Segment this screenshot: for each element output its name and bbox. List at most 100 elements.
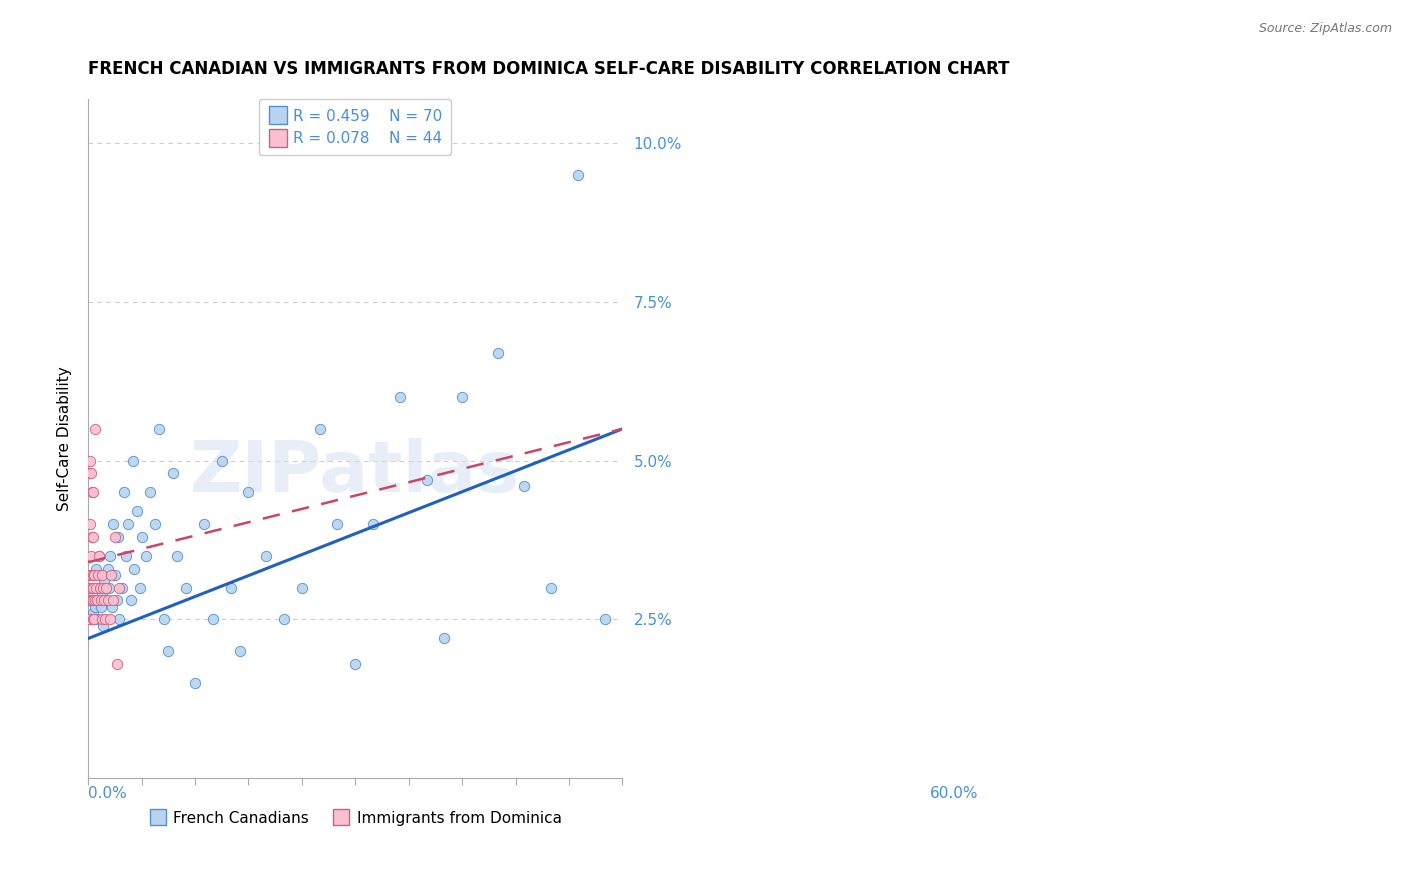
Point: [131, 530, 153, 544]
Point: [80, 581, 103, 595]
Point: [91, 587, 114, 601]
Point: [127, 504, 149, 518]
Point: [86, 612, 108, 626]
Text: 0.0%: 0.0%: [89, 786, 127, 801]
Point: [105, 657, 128, 671]
Point: [80, 568, 103, 582]
Y-axis label: Self-Care Disability: Self-Care Disability: [58, 366, 72, 511]
Point: [101, 599, 124, 614]
Point: [254, 549, 277, 563]
Point: [79, 581, 101, 595]
Point: [83, 612, 105, 626]
Point: [105, 593, 128, 607]
Point: [90, 568, 112, 582]
Point: [238, 485, 260, 500]
Point: [91, 619, 114, 633]
Point: [82, 568, 104, 582]
Text: 60.0%: 60.0%: [929, 786, 979, 801]
Point: [84, 561, 107, 575]
Point: [89, 581, 111, 595]
Point: [157, 644, 180, 658]
Point: [201, 612, 224, 626]
Point: [80, 467, 103, 481]
Point: [148, 422, 170, 436]
Point: [104, 530, 127, 544]
Point: [82, 530, 104, 544]
Point: [77, 568, 100, 582]
Point: [101, 517, 124, 532]
Point: [82, 593, 104, 607]
Point: [84, 593, 107, 607]
Point: [162, 467, 184, 481]
Point: [139, 485, 162, 500]
Point: [87, 568, 110, 582]
Point: [120, 593, 142, 607]
Point: [486, 345, 509, 359]
Point: [388, 390, 411, 404]
Point: [80, 530, 103, 544]
Point: [97, 581, 120, 595]
Point: [128, 581, 150, 595]
Point: [84, 581, 107, 595]
Point: [94, 581, 117, 595]
Point: [79, 517, 101, 532]
Point: [91, 581, 114, 595]
Point: [326, 517, 349, 532]
Point: [83, 581, 105, 595]
Point: [211, 453, 233, 467]
Point: [111, 581, 134, 595]
Point: [98, 612, 121, 626]
Text: FRENCH CANADIAN VS IMMIGRANTS FROM DOMINICA SELF-CARE DISABILITY CORRELATION CHA: FRENCH CANADIAN VS IMMIGRANTS FROM DOMIN…: [89, 60, 1010, 78]
Point: [104, 568, 127, 582]
Point: [193, 517, 215, 532]
Point: [97, 593, 120, 607]
Point: [166, 549, 188, 563]
Point: [124, 561, 146, 575]
Point: [108, 581, 131, 595]
Point: [112, 485, 135, 500]
Point: [91, 612, 114, 626]
Point: [273, 612, 295, 626]
Point: [114, 549, 136, 563]
Point: [93, 593, 115, 607]
Point: [90, 599, 112, 614]
Point: [143, 517, 166, 532]
Point: [82, 612, 104, 626]
Point: [77, 593, 100, 607]
Point: [80, 485, 103, 500]
Point: [80, 593, 103, 607]
Point: [87, 549, 110, 563]
Point: [100, 549, 122, 563]
Point: [77, 612, 100, 626]
Point: [451, 390, 474, 404]
Point: [107, 530, 129, 544]
Text: Source: ZipAtlas.com: Source: ZipAtlas.com: [1258, 22, 1392, 36]
Point: [79, 453, 101, 467]
Point: [184, 676, 207, 690]
Legend: French Canadians, Immigrants from Dominica: French Canadians, Immigrants from Domini…: [143, 805, 568, 831]
Point: [513, 479, 536, 493]
Point: [82, 485, 104, 500]
Point: [433, 632, 456, 646]
Point: [90, 593, 112, 607]
Point: [84, 422, 107, 436]
Point: [100, 568, 122, 582]
Point: [135, 549, 157, 563]
Point: [361, 517, 384, 532]
Point: [117, 517, 139, 532]
Point: [121, 453, 143, 467]
Point: [82, 593, 104, 607]
Point: [93, 574, 115, 589]
Point: [593, 612, 616, 626]
Point: [174, 581, 197, 595]
Point: [77, 593, 100, 607]
Point: [84, 599, 107, 614]
Point: [80, 612, 103, 626]
Point: [94, 593, 117, 607]
Point: [82, 606, 104, 620]
Point: [415, 473, 437, 487]
Point: [87, 549, 110, 563]
Point: [308, 422, 330, 436]
Point: [153, 612, 176, 626]
Point: [108, 612, 131, 626]
